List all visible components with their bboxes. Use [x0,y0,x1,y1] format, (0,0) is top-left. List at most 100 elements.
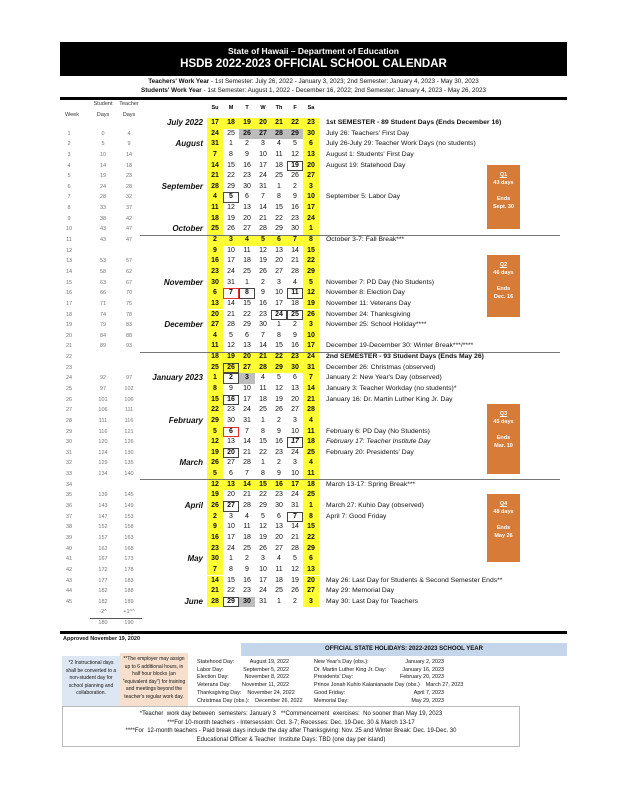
calendar-day: 8 [207,384,223,395]
student-days: 33 [99,205,107,212]
calendar-day: 15 [207,394,223,406]
month-label: March [179,458,203,468]
student-days-total: 180 [98,620,108,627]
calendar-day: 2 [293,597,297,605]
teacher-days: 23 [125,173,133,180]
calendar-day: 13 [291,385,299,392]
student-days: 124 [98,449,108,456]
teacher-days: 97 [125,375,133,382]
calendar-day: 16 [243,161,251,169]
week-number: 8 [67,205,71,212]
weekday-su: Su [211,105,219,111]
calendar-day: 18 [243,257,251,265]
calendar-day: 1 [303,501,319,512]
calendar-day: 25 [207,362,223,374]
week-number: 33 [65,471,73,478]
holiday-name: Veterans Day: [197,682,231,689]
week-number: 40 [65,545,73,552]
month-label: November [163,277,203,287]
calendar-day: 19 [207,447,223,459]
week-number: 34 [65,481,73,488]
week-number: 21 [65,343,73,350]
calendar-day: 10 [275,289,283,297]
quarter-end-date: Sept. 30 [492,204,515,210]
teacher-days: 42 [125,215,133,222]
calendar-day: 19 [207,490,223,501]
week-number: 36 [65,503,73,510]
teacher-days: 189 [124,598,134,605]
calendar-day: 6 [271,235,287,246]
month-label: December [164,320,203,330]
calendar-day: 28 [207,596,223,608]
calendar-day: 21 [291,533,299,541]
calendar-day: 5 [207,426,223,438]
calendar-day: 28 [227,321,235,329]
calendar-note: February 20: Presidents' Day [326,448,414,456]
student-days: 134 [98,471,108,478]
week-number: 2 [67,141,71,148]
calendar-day: 5 [293,555,297,563]
week-number: 44 [65,588,73,595]
holiday-row: Labor Day: September 5, 2022 [197,667,289,675]
teachers-work-year: Teachers' Work Year - 1st Semester: July… [60,78,567,85]
calendar-day: 19 [259,257,267,265]
student-days-total: -2^ [99,609,107,616]
quarter-end-date: Mar. 10 [494,443,513,449]
teacher-days: 57 [125,258,133,265]
calendar-day: 7 [303,373,319,384]
calendar-day: 13 [243,342,251,350]
calendar-note: February 17: Teacher Institute Day [326,438,431,446]
calendar-day: 3 [223,235,239,246]
teacher-days: 126 [124,439,134,446]
calendar-day: 13 [303,564,319,576]
holiday-row: Memorial Day: May 29, 2023 [314,698,444,706]
calendar-day: 19 [291,576,299,584]
teacher-days-total: +1^^ [123,609,135,616]
teacher-days: 145 [124,492,134,499]
calendar-day: 18 [223,118,239,129]
calendar-day: 14 [259,342,267,350]
calendar-day: 22 [303,256,319,267]
teacher-days: 173 [124,556,134,563]
calendar-day: 3 [261,140,265,148]
calendar-day: 9 [277,470,281,478]
quarter-label: Q3 [499,411,508,417]
calendar-day: 9 [293,193,297,201]
calendar-day: 31 [291,502,299,510]
calendar-day: 17 [207,118,223,129]
calendar-day: 25 [243,267,251,275]
calendar-day: 22 [227,587,235,595]
quarter-box-q1: Q1 43 days Ends Sept. 30 [487,165,520,229]
calendar-day: 11 [207,341,223,353]
calendar-day: 7 [261,193,265,201]
holiday-date: March 27, 2023 [425,682,464,689]
calendar-day: 17 [275,299,283,307]
calendar-day: 27 [291,406,299,414]
calendar-day: 16 [291,342,299,350]
holiday-date: September 5, 2022 [243,666,289,673]
calendar-day: 15 [303,245,319,257]
week-number: 30 [65,439,73,446]
calendar-day: 18 [275,576,283,584]
calendar-day: 10 [259,565,267,573]
calendar-day: 15 [243,299,251,307]
holidays-right: New Year's Day (obs.): January 2, 2023 Dr.… [314,659,463,706]
calendar-day: 4 [245,512,249,520]
holiday-date: December 26, 2022 [255,697,303,704]
holiday-date: November 11, 2022 [242,682,289,689]
footnote-line: *Teacher work day between semesters: Jan… [139,711,443,717]
calendar-day: 7 [287,511,303,523]
calendar-day: 12 [207,437,223,448]
calendar-day: 6 [245,193,249,201]
quarter-days: 46 days [493,270,514,276]
week-number: 41 [65,556,73,563]
calendar-day: 2 [207,511,223,523]
holiday-date: August 19, 2022 [249,659,289,665]
student-days: 24 [99,183,107,190]
calendar-note: January 3: Teacher Workday (no students)… [326,385,457,392]
calendar-day: 31 [303,362,319,374]
calendar-day: 10 [227,523,235,531]
calendar-day: 9 [277,427,281,435]
calendar-day: 24 [207,128,223,140]
student-days: 43 [99,226,107,233]
